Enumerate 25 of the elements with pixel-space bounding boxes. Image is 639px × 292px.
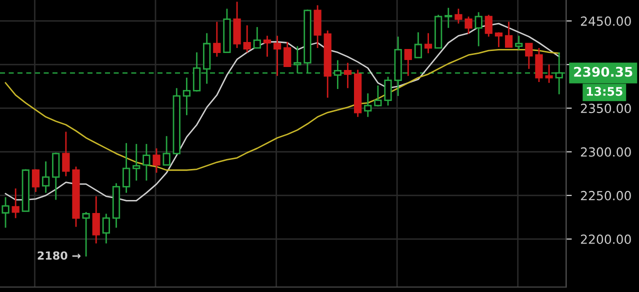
text: 13:55	[586, 86, 622, 96]
candlestick	[243, 24, 251, 54]
candlestick	[344, 62, 352, 89]
candlestick	[112, 182, 120, 228]
y-tick-label: 2250.00	[580, 190, 631, 200]
candlestick	[92, 196, 100, 244]
y-tick-label: 2350.00	[580, 104, 631, 114]
candlestick	[12, 188, 20, 219]
candlestick	[42, 160, 50, 194]
ref-line-label: 2390.35	[574, 66, 632, 77]
annotation: 2180 →	[38, 251, 80, 260]
y-tick-label: 2200.00	[580, 234, 631, 244]
candlestick	[132, 143, 140, 182]
candlestick	[474, 12, 482, 47]
candlestick	[324, 30, 332, 98]
candlestick	[444, 7, 452, 29]
candlestick	[424, 32, 432, 54]
candlestick	[142, 143, 150, 182]
y-tick-label: 2300.00	[580, 147, 631, 157]
candlestick	[273, 35, 282, 77]
candlestick	[122, 142, 130, 194]
candlestick	[182, 76, 191, 116]
candlestick	[364, 92, 372, 118]
candlestick	[62, 131, 70, 177]
y-tick-label: 2450.00	[580, 16, 631, 26]
